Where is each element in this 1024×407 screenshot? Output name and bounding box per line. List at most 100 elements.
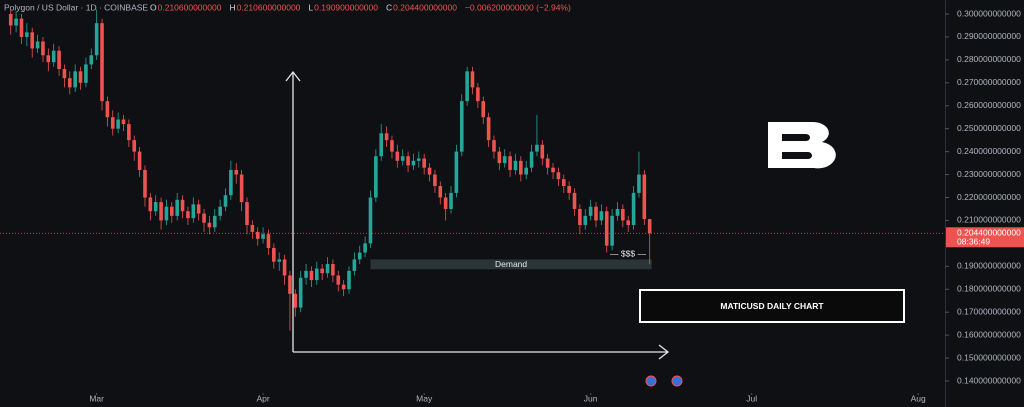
candle-body: [642, 174, 647, 220]
candle-body: [492, 140, 496, 152]
header: Polygon / US Dollar · 1D · COINBASE O 0.2…: [4, 2, 571, 12]
candle-body: [105, 101, 110, 118]
chart-label-box: MATICUSD DAILY CHART: [639, 289, 905, 323]
y-tick-label: 0.270000000000: [957, 77, 1021, 87]
candle-body: [116, 119, 120, 129]
candle-body: [336, 275, 341, 285]
candle-body: [331, 264, 335, 276]
candle-body: [459, 101, 464, 152]
candle-body: [202, 213, 206, 223]
candle-body: [395, 151, 400, 161]
candle-body: [180, 199, 185, 212]
candle-body: [417, 158, 421, 161]
candle-body: [583, 215, 588, 226]
candle-body: [100, 23, 104, 102]
candle-body: [438, 186, 443, 198]
candle-body: [540, 144, 545, 159]
candle-body: [572, 192, 577, 209]
arrows: [285, 70, 670, 360]
candle-body: [524, 167, 528, 175]
y-tick-label: 0.220000000000: [957, 192, 1021, 202]
candle-body: [363, 243, 367, 253]
event-flag: [671, 375, 683, 387]
candle-body: [250, 225, 255, 232]
ohlc-value: 0.210600000000: [237, 2, 301, 12]
candle-body: [470, 71, 475, 88]
candle-body: [508, 156, 512, 170]
candle-body: [94, 23, 99, 56]
candle-body: [255, 231, 260, 239]
candle-body: [341, 284, 346, 290]
candle-body: [304, 270, 308, 278]
y-tick-label: 0.250000000000: [957, 123, 1021, 133]
y-tick-label: 0.180000000000: [957, 284, 1021, 294]
candle-body: [352, 259, 357, 271]
candle-body: [121, 119, 126, 125]
arrow-head-up: [285, 70, 301, 82]
x-tick-label: Aug: [911, 393, 926, 403]
candle-body: [368, 197, 373, 244]
candle-body: [19, 18, 24, 37]
y-tick-label: 0.260000000000: [957, 100, 1021, 110]
ohlc-key: C: [386, 2, 392, 12]
candle-body: [14, 18, 18, 26]
candle-body: [148, 197, 153, 212]
y-tick-label: 0.210000000000: [957, 215, 1021, 225]
ohlc-key: O: [150, 2, 157, 12]
y-tick-label: 0.230000000000: [957, 169, 1021, 179]
candle-body: [245, 202, 249, 226]
candle-body: [588, 206, 593, 216]
candle-body: [556, 172, 561, 180]
candle-body: [8, 14, 13, 26]
x-tick-label: May: [416, 393, 433, 403]
y-tick-label: 0.190000000000: [957, 261, 1021, 271]
candle-body: [30, 32, 35, 49]
y-tick-label: 0.150000000000: [957, 352, 1021, 362]
candle-body: [272, 247, 276, 262]
candle-body: [223, 195, 228, 207]
candle-body: [567, 186, 571, 193]
candle-body: [25, 32, 29, 37]
candle-body: [610, 215, 614, 246]
ohlc-value: 0.204400000000: [393, 2, 457, 12]
candle-body: [234, 169, 239, 175]
candle-body: [626, 220, 631, 226]
candle-body: [57, 50, 61, 70]
candle-body: [62, 69, 67, 79]
candle-body: [594, 206, 598, 221]
candle-body: [502, 156, 507, 164]
candle-body: [41, 41, 45, 56]
candle-body: [578, 208, 582, 226]
label-frame: [639, 289, 905, 323]
candle-body: [513, 160, 518, 170]
candle-body: [73, 71, 77, 88]
last-price-label: 0.204400000000: [957, 228, 1021, 238]
x-tick-label: Jul: [746, 393, 757, 403]
candle-body: [277, 259, 282, 262]
candle-body: [191, 204, 196, 219]
candle-body: [476, 87, 480, 102]
candle-body: [637, 174, 641, 193]
candle-body: [400, 156, 405, 161]
y-tick-label: 0.280000000000: [957, 54, 1021, 64]
candle-body: [357, 252, 362, 260]
demand-label: Demand: [495, 259, 527, 269]
candle-body: [110, 117, 115, 129]
candle-body: [46, 55, 51, 63]
candle-body: [497, 151, 502, 164]
candle-body: [261, 234, 265, 239]
candle-body: [212, 215, 217, 228]
candle-body: [347, 270, 351, 290]
candle-body: [374, 156, 378, 198]
candle-body: [427, 167, 432, 175]
candle-body: [443, 197, 448, 209]
ohlc-key: L: [308, 2, 313, 12]
candle-body: [78, 71, 83, 83]
candle-body: [631, 192, 636, 226]
candle-body: [127, 124, 131, 141]
candle-body: [621, 208, 625, 221]
countdown-label: 08:36:49: [957, 237, 990, 247]
candle-body: [282, 259, 287, 276]
